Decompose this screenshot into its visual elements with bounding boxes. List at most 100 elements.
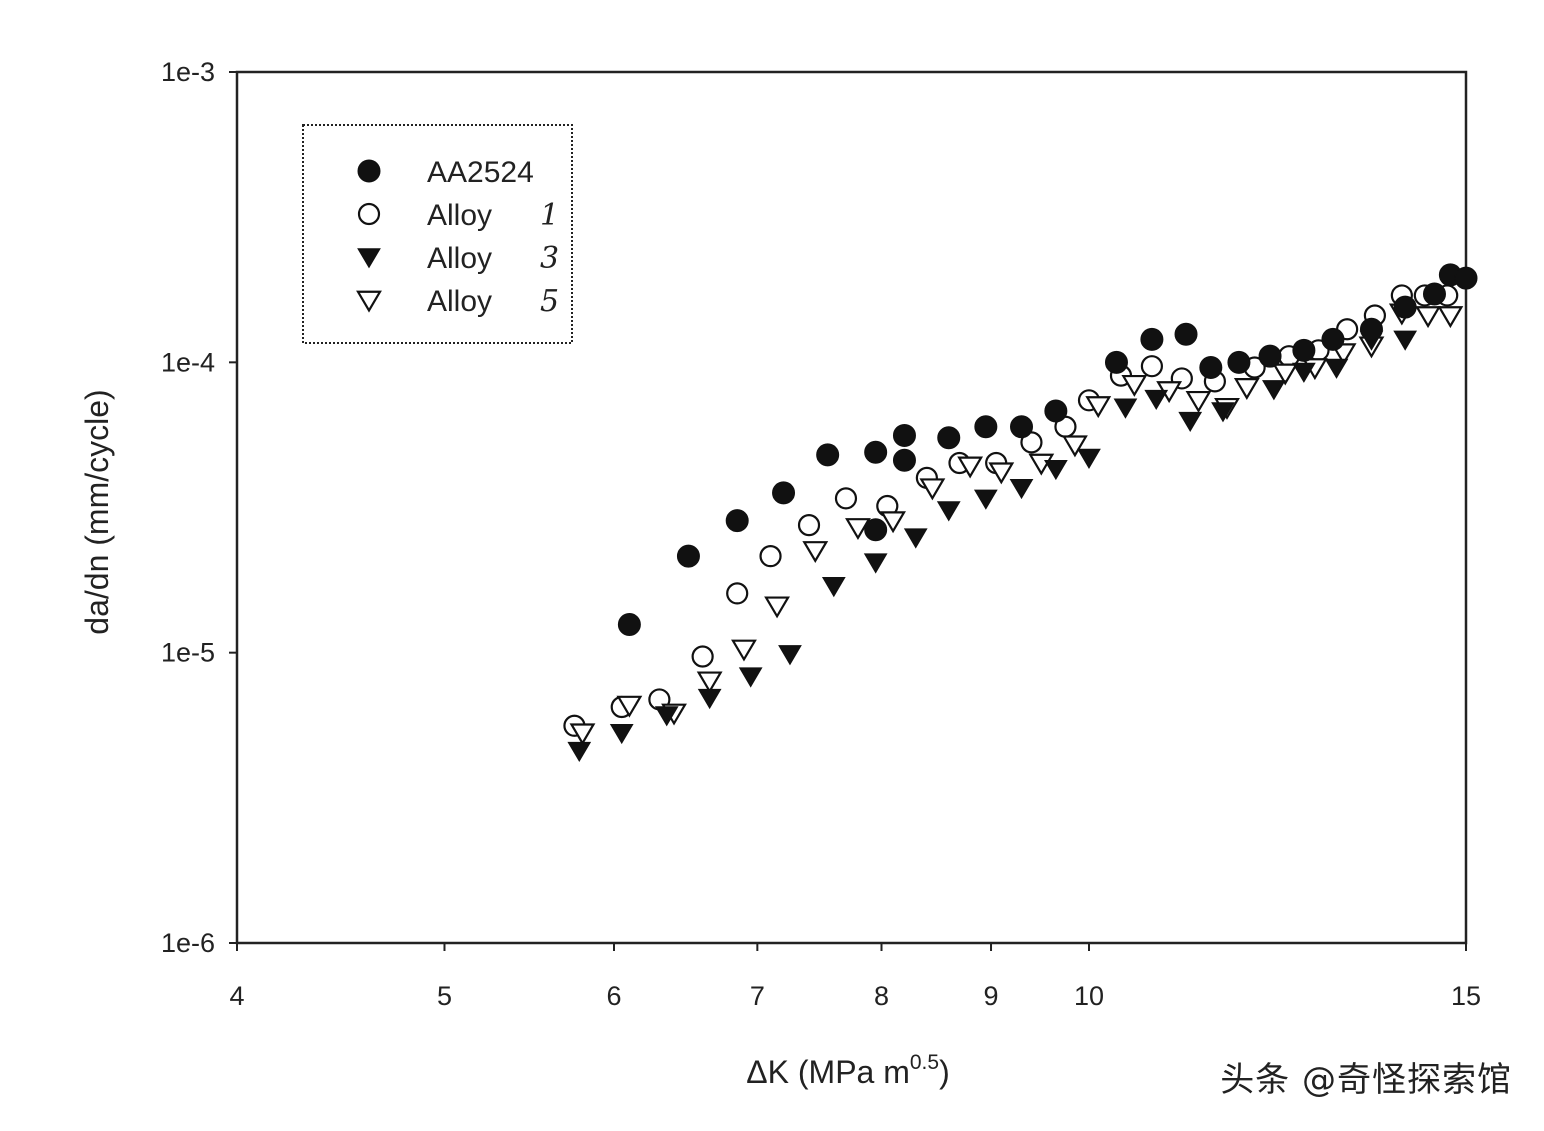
data-point bbox=[609, 723, 634, 745]
data-point bbox=[1085, 396, 1112, 419]
data-point bbox=[1044, 399, 1068, 423]
y-tick-label: 1e-6 bbox=[161, 928, 215, 958]
data-point bbox=[816, 443, 840, 467]
data-point bbox=[957, 456, 984, 479]
data-point bbox=[1258, 344, 1282, 368]
legend-marker bbox=[357, 248, 381, 269]
legend-marker bbox=[356, 290, 382, 313]
data-point bbox=[802, 541, 829, 564]
watermark: 头条 @奇怪探索馆 bbox=[1220, 1060, 1512, 1100]
series-alloy-5 bbox=[569, 303, 1464, 746]
data-point bbox=[569, 723, 596, 746]
legend-label: Alloy bbox=[427, 285, 492, 318]
x-tick-label: 9 bbox=[984, 981, 999, 1011]
data-point bbox=[1140, 355, 1163, 378]
data-point bbox=[1422, 282, 1446, 306]
data-point bbox=[616, 695, 643, 718]
data-point bbox=[738, 667, 763, 688]
plot-border bbox=[235, 70, 1468, 945]
data-point bbox=[1185, 390, 1212, 413]
x-axis-title-exponent: 0.5 bbox=[910, 1051, 939, 1074]
data-point bbox=[892, 448, 916, 472]
y-tick-label: 1e-5 bbox=[161, 638, 215, 668]
data-point bbox=[936, 501, 961, 522]
x-tick-label: 7 bbox=[750, 981, 765, 1011]
data-point bbox=[1211, 402, 1235, 423]
x-tick-label: 10 bbox=[1074, 981, 1104, 1011]
legend-note: 5 bbox=[540, 284, 559, 319]
data-point bbox=[864, 518, 888, 542]
data-point bbox=[1140, 327, 1164, 351]
x-axis-title: ΔK (MPa m0.5) bbox=[746, 1051, 949, 1090]
data-point bbox=[1272, 363, 1299, 386]
data-point bbox=[731, 639, 757, 662]
data-point bbox=[1010, 415, 1034, 439]
y-tick-label: 1e-4 bbox=[161, 347, 215, 377]
data-point bbox=[691, 645, 714, 668]
data-point bbox=[1174, 322, 1198, 346]
data-point bbox=[764, 596, 790, 619]
data-point bbox=[1359, 317, 1383, 341]
legend-label: AA2524 bbox=[427, 156, 534, 189]
data-point bbox=[1199, 355, 1223, 379]
legend-marker bbox=[357, 202, 381, 226]
data-point bbox=[697, 688, 722, 710]
data-point bbox=[797, 514, 821, 537]
plot-frame bbox=[235, 70, 1468, 945]
y-axis: 1e-6 1e-5 1e-4 1e-3 bbox=[161, 57, 237, 958]
data-point bbox=[772, 481, 796, 505]
data-point bbox=[1292, 338, 1316, 362]
data-point bbox=[1227, 350, 1251, 374]
data-point bbox=[654, 706, 679, 727]
data-point bbox=[1233, 378, 1260, 400]
legend-marker bbox=[357, 159, 381, 183]
data-point bbox=[1393, 330, 1418, 351]
data-point bbox=[1178, 411, 1203, 433]
x-tick-label: 5 bbox=[437, 981, 452, 1011]
data-point bbox=[1262, 380, 1286, 401]
data-point bbox=[567, 741, 592, 763]
data-point bbox=[1121, 374, 1148, 397]
data-point bbox=[778, 645, 802, 666]
series-layer bbox=[563, 263, 1478, 763]
x-tick-label: 6 bbox=[606, 981, 621, 1011]
legend-box bbox=[302, 124, 573, 344]
data-point bbox=[1292, 362, 1316, 383]
data-point bbox=[1077, 448, 1101, 469]
data-point bbox=[1437, 306, 1464, 329]
data-point bbox=[937, 426, 961, 450]
data-point bbox=[1113, 398, 1138, 419]
data-point bbox=[696, 671, 723, 694]
series-alloy-1 bbox=[563, 284, 1459, 737]
data-point bbox=[1043, 459, 1068, 481]
data-point bbox=[1324, 358, 1349, 379]
series-aa2524 bbox=[617, 263, 1478, 637]
legend: AA2524 Alloy 1 Alloy 3 Alloy 5 bbox=[302, 124, 573, 344]
legend-note: 3 bbox=[540, 241, 559, 276]
data-point bbox=[725, 509, 749, 533]
data-point bbox=[988, 462, 1015, 485]
data-point bbox=[821, 577, 846, 598]
data-point bbox=[863, 553, 888, 574]
data-point bbox=[892, 423, 916, 447]
data-point bbox=[1144, 389, 1169, 411]
data-point bbox=[919, 478, 946, 501]
y-tick-label: 1e-3 bbox=[161, 57, 215, 87]
data-point bbox=[880, 511, 906, 534]
legend-note: 1 bbox=[540, 198, 559, 233]
data-point bbox=[1009, 478, 1034, 500]
data-point bbox=[903, 528, 928, 549]
legend-label: Alloy bbox=[427, 242, 492, 275]
legend-label: Alloy bbox=[427, 199, 492, 232]
x-axis: 4 5 6 7 8 9 10 15 bbox=[229, 943, 1481, 1011]
data-point bbox=[1062, 435, 1088, 458]
data-point bbox=[1321, 327, 1345, 351]
data-point bbox=[845, 518, 871, 541]
data-point bbox=[617, 613, 641, 637]
data-point bbox=[676, 544, 700, 568]
data-point bbox=[1415, 306, 1441, 329]
data-point bbox=[864, 440, 888, 464]
data-point bbox=[1104, 350, 1128, 374]
x-tick-label: 8 bbox=[874, 981, 889, 1011]
